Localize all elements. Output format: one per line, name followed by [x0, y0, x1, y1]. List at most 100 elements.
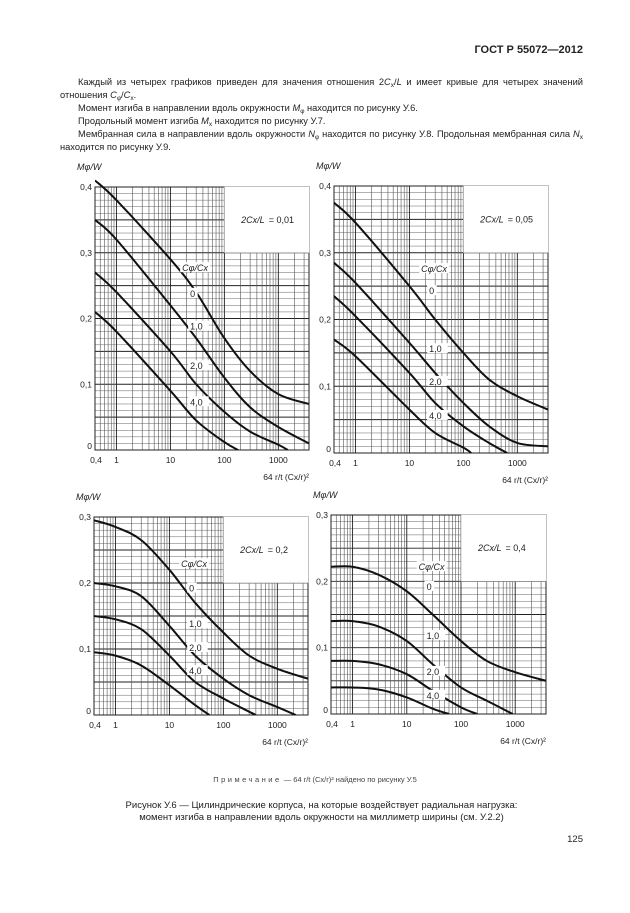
- curve-2-0: [334, 295, 508, 453]
- text: Мембранная сила в направлении вдоль окру…: [78, 129, 309, 139]
- subscript: x: [208, 121, 213, 128]
- curve-1-0: [94, 582, 297, 715]
- text: находится по рисунку У.8. Продольная мем…: [319, 129, 574, 139]
- x-tick-label: 1: [114, 455, 119, 465]
- curve-0: [94, 519, 308, 680]
- text: Момент изгиба в направлении вдоль окружн…: [78, 103, 293, 113]
- x-axis-label: 64 r/t (Cx/r)²: [500, 736, 546, 746]
- label-bg: [427, 375, 448, 386]
- curve-0: [95, 179, 309, 405]
- parameter-box: [223, 516, 309, 584]
- paragraph-3: Продольный момент изгиба Mx находится по…: [60, 115, 583, 128]
- legend-title: Cφ/Cx: [419, 562, 445, 572]
- curve-label: 4,0: [429, 411, 442, 421]
- curve-2-0: [94, 615, 257, 715]
- curve-1-0: [331, 619, 514, 714]
- text: /: [121, 90, 124, 100]
- page-number: 125: [567, 834, 583, 845]
- label-bg: [424, 580, 435, 591]
- param-value: = 0,4: [505, 543, 525, 553]
- curve-4-0: [331, 686, 450, 714]
- parameter-box: [460, 514, 547, 582]
- y-tick-label: 0,1: [319, 381, 331, 391]
- chart-1: 2Cx/L = 0,01 Cφ/Cx 0 1,0 2,0 4,0 0 0,1 0,2 0,3 0,4 0…: [77, 162, 310, 482]
- curve-1-0: [95, 219, 309, 445]
- x-axis-label: 64 r/t (Cx/r)²: [263, 472, 309, 482]
- x-tick-label: 1000: [508, 458, 527, 468]
- figure-caption: Рисунок У.6 — Цилиндрические корпуса, на…: [60, 800, 583, 824]
- y-tick-label: 0,4: [80, 182, 92, 192]
- parameter-box: [463, 185, 549, 254]
- label-bg: [187, 642, 208, 652]
- x-tick-label: 1: [353, 458, 358, 468]
- curve-label: 0: [189, 584, 194, 594]
- curve-label: 1,0: [427, 631, 440, 641]
- x-tick-label: 1000: [268, 720, 287, 730]
- curve-label: 1,0: [190, 322, 203, 332]
- note-formula: 64 r/t (Cx/r)²: [293, 775, 334, 784]
- curve-label: 2,0: [190, 361, 203, 371]
- chart-2: 2Cx/L = 0,05 Cφ/Cx 0 1,0 2,0 4,0 0 0,1 0,2 0,3 0,4 0…: [316, 161, 549, 485]
- curve-4-0: [95, 311, 239, 450]
- x-tick-label: 100: [216, 720, 230, 730]
- text: находится по рисунку У.6.: [304, 103, 418, 113]
- label-bg: [179, 558, 210, 569]
- y-tick-label: 0,2: [80, 314, 92, 324]
- x-tick-label: 1: [350, 719, 355, 729]
- note-text: найдено по рисунку У.5: [333, 775, 417, 784]
- y-tick-label: 0: [87, 441, 92, 451]
- param-label: 2Cx/L: [239, 545, 264, 555]
- symbol: C: [110, 90, 117, 100]
- curve-1-0: [334, 262, 548, 448]
- document-header: ГОСТ Р 55072—2012: [474, 44, 583, 56]
- curve-4-0: [334, 338, 472, 453]
- x-axis-label: 64 r/t (Cx/r)²: [502, 475, 548, 485]
- curve-label: 2,0: [429, 377, 442, 387]
- text: и имеет кривые для четырех значений отно…: [60, 77, 583, 100]
- x-tick-label: 1000: [506, 719, 525, 729]
- y-tick-label: 0,3: [319, 248, 331, 258]
- label-bg: [424, 665, 446, 676]
- y-tick-label: 0,3: [316, 510, 328, 520]
- parameter-box: [224, 186, 310, 254]
- x-tick-label: 100: [454, 719, 468, 729]
- label-bg: [419, 263, 450, 274]
- param-value: = 0,2: [268, 545, 288, 555]
- x-tick-label: 0,4: [90, 455, 102, 465]
- subscript: φ: [300, 108, 305, 115]
- curve-label: 1,0: [429, 344, 442, 354]
- text: /: [394, 77, 397, 87]
- legend-title: Cφ/Cx: [182, 263, 208, 273]
- label-bg: [427, 409, 448, 420]
- plot-frame: [333, 185, 549, 454]
- text: .: [133, 90, 137, 100]
- x-tick-label: 1: [113, 720, 118, 730]
- y-tick-label: 0,2: [79, 578, 91, 588]
- paragraph-4: Мембранная сила в направлении вдоль окру…: [60, 128, 583, 154]
- y-axis-label: Mφ/W: [313, 490, 339, 500]
- curve-label: 0: [429, 286, 434, 296]
- param-value: = 0,01: [269, 215, 294, 225]
- plot-frame: [330, 514, 547, 715]
- legend-title: Cφ/Cx: [421, 264, 447, 274]
- text: находится по рисунку У.9.: [60, 142, 171, 152]
- text: Каждый из четырех графиков приведен для …: [78, 77, 385, 87]
- y-tick-label: 0,1: [80, 379, 92, 389]
- curve-label: 0: [190, 289, 195, 299]
- legend-title: Cφ/Cx: [181, 559, 207, 569]
- x-tick-label: 10: [402, 719, 412, 729]
- y-axis-label: Mφ/W: [316, 161, 342, 171]
- y-axis-label: Mφ/W: [76, 492, 102, 502]
- caption-line-1: Рисунок У.6 — Цилиндрические корпуса, на…: [125, 800, 518, 811]
- chart-3: 2Cx/L = 0,2 Cφ/Cx 0 1,0 2,0 4,0 0 0,1 0,2 0,3 0,4 1 1…: [76, 492, 309, 747]
- x-tick-label: 100: [456, 458, 470, 468]
- symbol: N: [573, 129, 580, 139]
- note-label: Примечание: [213, 775, 282, 784]
- x-axis-label: 64 r/t (Cx/r)²: [262, 737, 308, 747]
- label-bg: [187, 582, 197, 593]
- subscript: φ: [116, 95, 122, 102]
- y-axis-label: Mφ/W: [77, 162, 103, 172]
- label-bg: [427, 285, 437, 296]
- curve-2-0: [331, 659, 478, 714]
